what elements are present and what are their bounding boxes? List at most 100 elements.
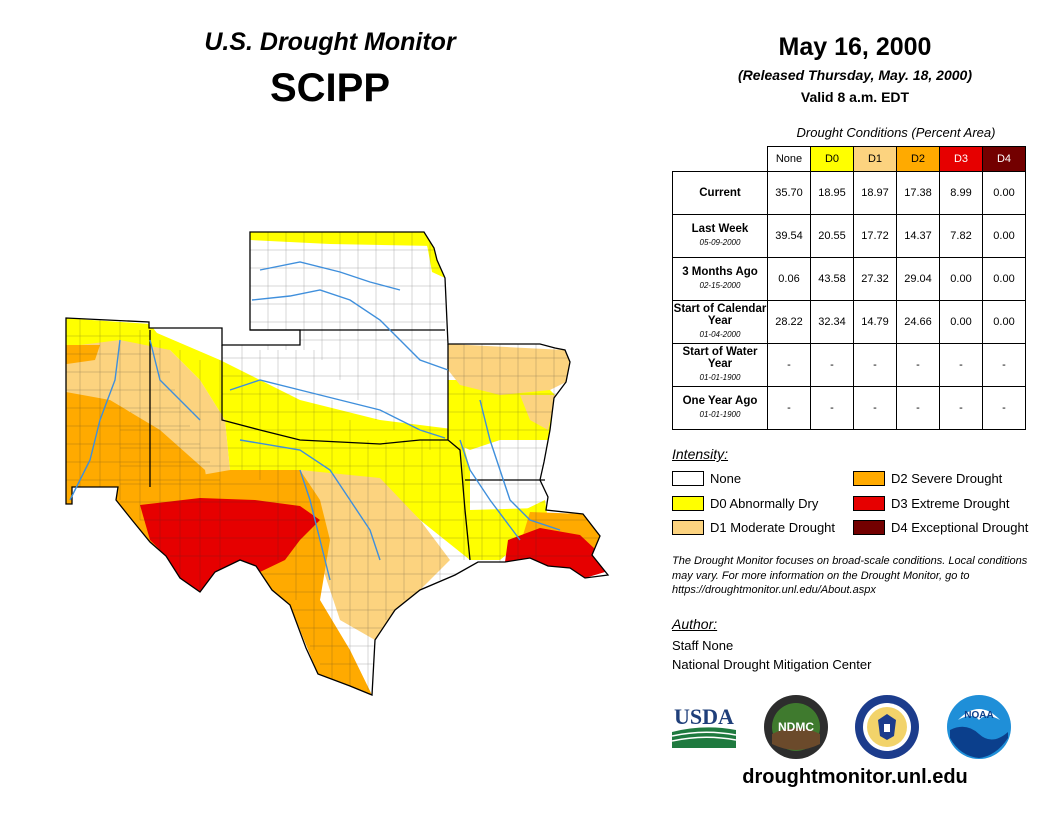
table-cell: 18.95: [810, 171, 854, 215]
table-cell: 27.32: [853, 257, 897, 301]
legend-swatch: [853, 496, 885, 511]
map-date: May 16, 2000: [778, 33, 932, 61]
noaa-logo-text: NOAA: [964, 710, 993, 721]
row-label: One Year Ago: [682, 395, 758, 407]
commerce-seal-logo: [854, 694, 920, 765]
table-cell: -: [939, 386, 983, 430]
row-label: Current: [699, 187, 741, 199]
legend-swatch: [672, 471, 704, 486]
table-cell: -: [982, 343, 1026, 387]
legend-label: D2 Severe Drought: [891, 471, 1003, 486]
table-cell: 0.00: [939, 257, 983, 301]
d2-area-sw-new-mexico: [66, 390, 210, 504]
col-header-d3: D3: [939, 146, 983, 172]
col-header-none: None: [767, 146, 811, 172]
table-cell: 0.00: [982, 171, 1026, 215]
row-date: 01-01-1900: [699, 410, 741, 419]
legend-swatch: [853, 520, 885, 535]
table-cell: 20.55: [810, 214, 854, 258]
legend-label: D0 Abnormally Dry: [710, 496, 819, 511]
col-header-d2: D2: [896, 146, 940, 172]
table-cell: 17.38: [896, 171, 940, 215]
valid-time: Valid 8 a.m. EDT: [800, 89, 910, 105]
table-row: Start of Water Year 01-01-1900 - - - - - …: [672, 343, 1026, 387]
legend-label: D4 Exceptional Drought: [891, 520, 1029, 535]
conditions-table-title: Drought Conditions (Percent Area): [796, 125, 996, 140]
footer-url: droughtmonitor.unl.edu: [742, 766, 968, 788]
table-cell: 17.72: [853, 214, 897, 258]
legend-label: D3 Extreme Drought: [891, 496, 1010, 511]
legend-item-d2: D2 Severe Drought: [853, 471, 1002, 486]
d3-area-louisiana: [505, 528, 605, 578]
d0-area-kansas: [250, 232, 434, 246]
table-cell: 43.58: [810, 257, 854, 301]
table-cell: 29.04: [896, 257, 940, 301]
table-cell: 8.99: [939, 171, 983, 215]
d0-area-nw-new-mexico: [66, 318, 170, 350]
row-label: 3 Months Ago: [682, 266, 758, 278]
table-cell: -: [810, 386, 854, 430]
table-row: Start of Calendar Year 01-04-2000 28.22 3…: [672, 300, 1026, 344]
drought-conditions-table: None D0 D1 D2 D3 D4 Current 35.70 18.95 …: [672, 146, 1026, 430]
ndmc-logo-text: NDMC: [778, 720, 814, 734]
table-cell: 24.66: [896, 300, 940, 344]
col-header-d0: D0: [810, 146, 854, 172]
release-date: (Released Thursday, May. 18, 2000): [738, 67, 972, 83]
row-date: 01-01-1900: [699, 373, 741, 382]
table-cell: 14.79: [853, 300, 897, 344]
table-row: One Year Ago 01-01-1900 - - - - - -: [672, 386, 1026, 430]
table-cell: 0.00: [982, 214, 1026, 258]
table-cell: 0.00: [982, 300, 1026, 344]
table-row: 3 Months Ago 02-15-2000 0.06 43.58 27.32 …: [672, 257, 1026, 301]
author-org: National Drought Mitigation Center: [672, 657, 872, 672]
table-row: Last Week 05-09-2000 39.54 20.55 17.72 14…: [672, 214, 1026, 258]
d1-area-central-texas: [300, 470, 450, 640]
d3-area-west-texas: [140, 498, 320, 592]
table-cell: -: [767, 386, 811, 430]
legend-label: None: [710, 471, 742, 486]
table-cell: 32.34: [810, 300, 854, 344]
row-label: Start of Calendar Year: [673, 303, 767, 327]
legend-swatch: [672, 496, 704, 511]
region-title: SCIPP: [269, 66, 391, 110]
legend-item-d4: D4 Exceptional Drought: [853, 520, 1028, 535]
usda-logo: USDA: [671, 702, 737, 753]
col-header-d1: D1: [853, 146, 897, 172]
d1-area-arkansas-east: [520, 395, 556, 430]
table-cell: 0.00: [982, 257, 1026, 301]
row-date: 05-09-2000: [699, 238, 741, 247]
table-cell: 28.22: [767, 300, 811, 344]
ndmc-logo: NDMC: [763, 694, 829, 765]
legend-title: Intensity:: [672, 446, 729, 462]
noaa-logo: NOAA: [946, 694, 1012, 765]
row-date: 02-15-2000: [699, 281, 741, 290]
drought-areas: [66, 232, 605, 695]
row-label: Last Week: [691, 223, 749, 235]
drought-map: [65, 231, 609, 696]
table-cell: 0.00: [939, 300, 983, 344]
legend-item-d3: D3 Extreme Drought: [853, 496, 1010, 511]
table-cell: 7.82: [939, 214, 983, 258]
table-cell: 18.97: [853, 171, 897, 215]
col-header-d4: D4: [982, 146, 1026, 172]
table-cell: -: [767, 343, 811, 387]
row-date: 01-04-2000: [699, 330, 741, 339]
rivers: [69, 261, 561, 581]
author-name: Staff None: [672, 638, 734, 653]
table-cell: 39.54: [767, 214, 811, 258]
table-cell: -: [896, 343, 940, 387]
legend-item-none: None: [672, 471, 741, 486]
usda-logo-text: USDA: [674, 704, 734, 729]
row-label: Start of Water Year: [682, 346, 758, 370]
table-cell: -: [982, 386, 1026, 430]
table-cell: -: [853, 386, 897, 430]
table-cell: -: [810, 343, 854, 387]
table-cell: 14.37: [896, 214, 940, 258]
table-cell: 0.06: [767, 257, 811, 301]
map-title: U.S. Drought Monitor: [204, 28, 456, 56]
table-cell: -: [896, 386, 940, 430]
d0-area-texas-north: [150, 330, 548, 560]
table-row: Current 35.70 18.95 18.97 17.38 8.99 0.0…: [672, 171, 1026, 215]
table-cell: -: [939, 343, 983, 387]
author-title: Author:: [672, 616, 718, 632]
